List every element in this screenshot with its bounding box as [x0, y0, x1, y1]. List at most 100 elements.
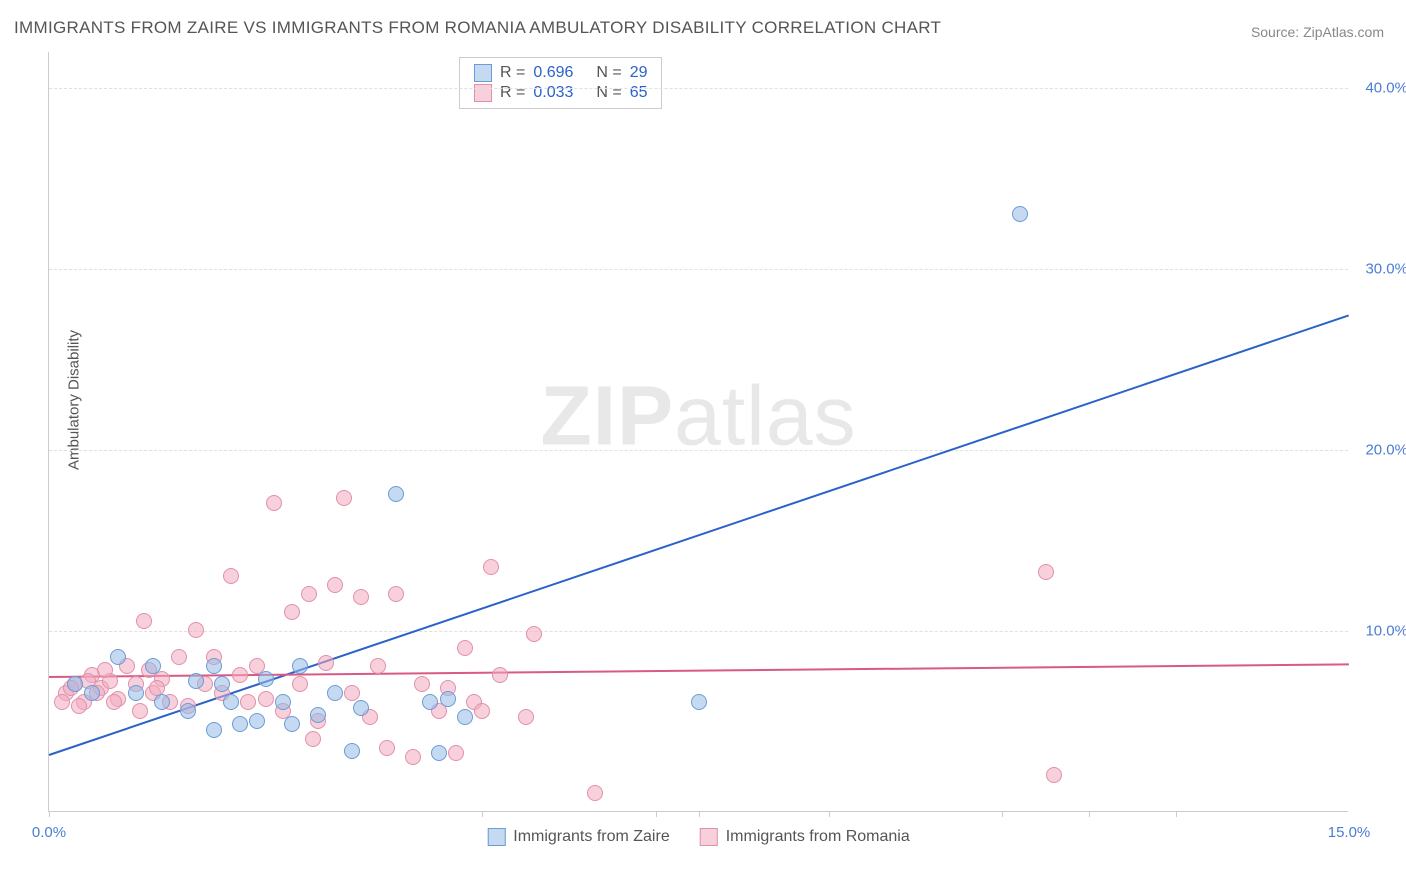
- x-tick-mark: [482, 811, 483, 817]
- scatter-point-zaire: [292, 658, 308, 674]
- scatter-point-romania: [483, 559, 499, 575]
- stats-n-value: 29: [630, 64, 648, 82]
- scatter-point-zaire: [327, 685, 343, 701]
- scatter-point-zaire: [188, 673, 204, 689]
- y-tick-label: 10.0%: [1365, 623, 1406, 640]
- scatter-point-romania: [353, 589, 369, 605]
- scatter-point-zaire: [440, 691, 456, 707]
- scatter-point-zaire: [84, 685, 100, 701]
- scatter-point-zaire: [691, 694, 707, 710]
- stats-r-label: R =: [500, 84, 525, 102]
- swatch-romania: [700, 828, 718, 846]
- scatter-point-romania: [518, 709, 534, 725]
- scatter-point-romania: [526, 626, 542, 642]
- scatter-point-romania: [136, 613, 152, 629]
- scatter-point-romania: [54, 694, 70, 710]
- scatter-point-zaire: [249, 713, 265, 729]
- scatter-point-romania: [1038, 564, 1054, 580]
- scatter-point-romania: [97, 662, 113, 678]
- scatter-point-romania: [266, 495, 282, 511]
- scatter-point-zaire: [284, 716, 300, 732]
- x-tick-mark: [1089, 811, 1090, 817]
- scatter-point-romania: [344, 685, 360, 701]
- scatter-point-zaire: [457, 709, 473, 725]
- scatter-point-zaire: [232, 716, 248, 732]
- scatter-point-zaire: [1012, 206, 1028, 222]
- stats-r-label: R =: [500, 64, 525, 82]
- scatter-point-romania: [379, 740, 395, 756]
- scatter-point-zaire: [310, 707, 326, 723]
- source-attribution: Source: ZipAtlas.com: [1251, 24, 1384, 40]
- scatter-point-romania: [405, 749, 421, 765]
- scatter-point-zaire: [258, 671, 274, 687]
- stats-n-label: N =: [596, 64, 621, 82]
- stats-legend: R =0.696N =29R =0.033N =65: [459, 57, 662, 109]
- scatter-point-romania: [132, 703, 148, 719]
- scatter-point-zaire: [206, 658, 222, 674]
- scatter-point-romania: [223, 568, 239, 584]
- scatter-point-zaire: [223, 694, 239, 710]
- scatter-point-zaire: [206, 722, 222, 738]
- gridline: [49, 631, 1348, 632]
- x-tick-label: 15.0%: [1328, 824, 1371, 841]
- scatter-point-zaire: [214, 676, 230, 692]
- scatter-point-romania: [474, 703, 490, 719]
- y-tick-label: 40.0%: [1365, 80, 1406, 97]
- scatter-point-zaire: [180, 703, 196, 719]
- x-tick-mark: [49, 811, 50, 817]
- scatter-point-romania: [388, 586, 404, 602]
- gridline: [49, 269, 1348, 270]
- x-tick-label: 0.0%: [32, 824, 66, 841]
- source-name: ZipAtlas.com: [1303, 24, 1384, 40]
- scatter-point-romania: [457, 640, 473, 656]
- scatter-point-romania: [305, 731, 321, 747]
- gridline: [49, 450, 1348, 451]
- scatter-point-zaire: [388, 486, 404, 502]
- stats-r-value: 0.033: [533, 84, 588, 102]
- chart-plot-area: ZIPatlas R =0.696N =29R =0.033N =65 Immi…: [48, 52, 1348, 812]
- legend-label-romania: Immigrants from Romania: [726, 828, 910, 846]
- scatter-point-romania: [327, 577, 343, 593]
- x-tick-mark: [829, 811, 830, 817]
- scatter-point-romania: [71, 698, 87, 714]
- stats-r-value: 0.696: [533, 64, 588, 82]
- chart-title: IMMIGRANTS FROM ZAIRE VS IMMIGRANTS FROM…: [14, 18, 941, 38]
- scatter-point-romania: [188, 622, 204, 638]
- scatter-point-romania: [587, 785, 603, 801]
- stats-legend-row: R = 0.696 N = 29: [474, 64, 647, 82]
- series-legend: Immigrants from Zaire Immigrants from Ro…: [487, 828, 910, 846]
- scatter-point-romania: [318, 655, 334, 671]
- x-tick-mark: [1002, 811, 1003, 817]
- x-tick-mark: [699, 811, 700, 817]
- scatter-point-zaire: [422, 694, 438, 710]
- scatter-point-romania: [284, 604, 300, 620]
- scatter-point-zaire: [353, 700, 369, 716]
- scatter-point-romania: [1046, 767, 1062, 783]
- watermark-bold: ZIP: [540, 369, 674, 463]
- scatter-point-zaire: [431, 745, 447, 761]
- stats-n-label: N =: [596, 84, 621, 102]
- scatter-point-romania: [301, 586, 317, 602]
- scatter-point-zaire: [275, 694, 291, 710]
- scatter-point-romania: [492, 667, 508, 683]
- stats-legend-row: R =0.033N =65: [474, 84, 647, 102]
- scatter-point-romania: [232, 667, 248, 683]
- scatter-point-zaire: [154, 694, 170, 710]
- legend-item-romania: Immigrants from Romania: [700, 828, 910, 846]
- scatter-point-romania: [414, 676, 430, 692]
- scatter-point-romania: [336, 490, 352, 506]
- scatter-point-romania: [258, 691, 274, 707]
- y-tick-label: 20.0%: [1365, 442, 1406, 459]
- legend-label-zaire: Immigrants from Zaire: [513, 828, 669, 846]
- stats-swatch: [474, 84, 492, 102]
- trendline-zaire: [49, 314, 1350, 756]
- x-tick-mark: [656, 811, 657, 817]
- scatter-point-romania: [240, 694, 256, 710]
- scatter-point-romania: [370, 658, 386, 674]
- swatch-zaire: [487, 828, 505, 846]
- scatter-point-zaire: [128, 685, 144, 701]
- watermark-light: atlas: [674, 369, 856, 463]
- source-prefix: Source:: [1251, 24, 1303, 40]
- scatter-point-romania: [171, 649, 187, 665]
- scatter-point-romania: [448, 745, 464, 761]
